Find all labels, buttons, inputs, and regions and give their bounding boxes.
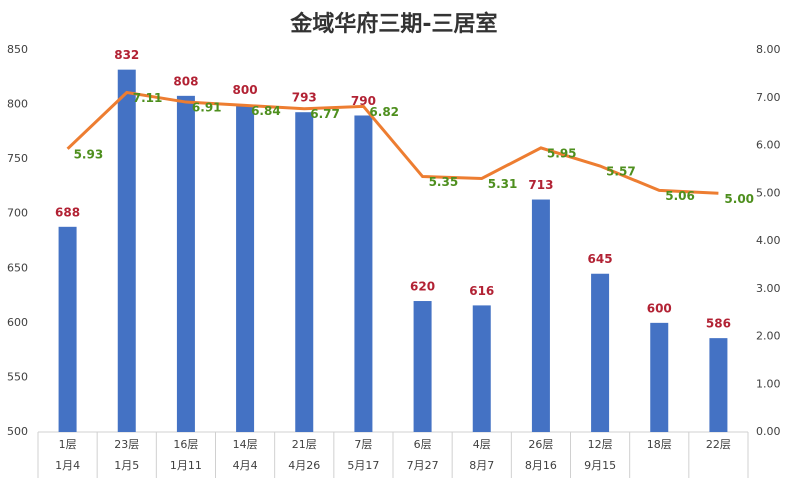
y2-tick-label: 2.00 — [756, 330, 781, 343]
x-tick-label: 7月27 — [407, 459, 439, 472]
y-tick-label: 550 — [7, 370, 28, 383]
x-tick-label: 1月4 — [55, 459, 80, 472]
x-tick-label: 4层 — [473, 438, 491, 451]
bar-label: 616 — [469, 284, 494, 298]
line-label: 5.93 — [74, 147, 104, 161]
line-label: 5.57 — [606, 165, 636, 179]
x-tick-label: 7层 — [354, 438, 372, 451]
line-label: 7.11 — [133, 91, 163, 105]
x-tick-label: 8月7 — [469, 459, 494, 472]
line-label: 6.84 — [251, 104, 281, 118]
bar — [531, 199, 550, 432]
x-tick-label: 22层 — [706, 438, 731, 451]
y2-tick-label: 7.00 — [756, 91, 781, 104]
bar-label: 645 — [588, 252, 613, 266]
y2-tick-label: 5.00 — [756, 186, 781, 199]
x-tick-label: 8月16 — [525, 459, 557, 472]
line-label: 5.00 — [724, 192, 754, 206]
y2-tick-label: 6.00 — [756, 139, 781, 152]
y-tick-label: 750 — [7, 152, 28, 165]
x-tick-label: 12层 — [588, 438, 613, 451]
x-tick-label: 4月4 — [233, 459, 258, 472]
x-tick-label: 6层 — [414, 438, 432, 451]
y-tick-label: 800 — [7, 98, 28, 111]
y2-tick-label: 3.00 — [756, 282, 781, 295]
x-tick-label: 5月17 — [347, 459, 379, 472]
x-tick-label: 1层 — [59, 438, 77, 451]
line-label: 5.35 — [429, 175, 459, 189]
line-label: 5.95 — [547, 146, 577, 160]
y2-tick-label: 4.00 — [756, 234, 781, 247]
y-tick-label: 650 — [7, 261, 28, 274]
bar — [413, 301, 432, 432]
bar — [472, 305, 491, 432]
x-tick-label: 9月15 — [584, 459, 616, 472]
bar — [176, 95, 195, 432]
x-tick-label: 16层 — [173, 438, 198, 451]
chart-title: 金域华府三期-三居室 — [289, 11, 497, 37]
line-label: 6.82 — [369, 105, 399, 119]
line-label: 6.77 — [310, 107, 340, 121]
x-tick-label: 23层 — [114, 438, 139, 451]
bar-label: 832 — [114, 48, 139, 62]
y2-tick-label: 8.00 — [756, 43, 781, 56]
bar-label: 800 — [233, 83, 258, 97]
y2-tick-label: 0.00 — [756, 425, 781, 438]
bar — [650, 322, 669, 432]
x-tick-label: 18层 — [647, 438, 672, 451]
bar-label: 713 — [528, 178, 553, 192]
x-tick-label: 26层 — [528, 438, 553, 451]
line-label: 5.31 — [488, 177, 518, 191]
bar — [295, 112, 314, 432]
bar — [236, 104, 255, 433]
y-tick-label: 600 — [7, 316, 28, 329]
bar — [709, 338, 728, 432]
bar — [354, 115, 373, 432]
line — [66, 90, 719, 195]
bar — [117, 69, 136, 432]
bar-label: 620 — [410, 280, 435, 294]
bar-label: 600 — [647, 301, 672, 315]
bar-label: 688 — [55, 205, 80, 219]
y-tick-label: 850 — [7, 43, 28, 56]
y-tick-label: 500 — [7, 425, 28, 438]
bar-label: 793 — [292, 91, 317, 105]
bar — [591, 273, 610, 432]
x-tick-label: 1月5 — [114, 459, 139, 472]
line-label: 6.91 — [192, 101, 222, 115]
x-tick-label: 14层 — [233, 438, 258, 451]
y2-tick-label: 1.00 — [756, 377, 781, 390]
bar-label: 586 — [706, 317, 731, 331]
line-label: 5.06 — [665, 189, 695, 203]
bar — [58, 226, 77, 432]
x-tick-label: 4月26 — [288, 459, 320, 472]
x-tick-label: 1月11 — [170, 459, 202, 472]
bar-label: 808 — [173, 74, 198, 88]
x-tick-label: 21层 — [292, 438, 317, 451]
bar-label: 790 — [351, 94, 376, 108]
y-tick-label: 700 — [7, 207, 28, 220]
